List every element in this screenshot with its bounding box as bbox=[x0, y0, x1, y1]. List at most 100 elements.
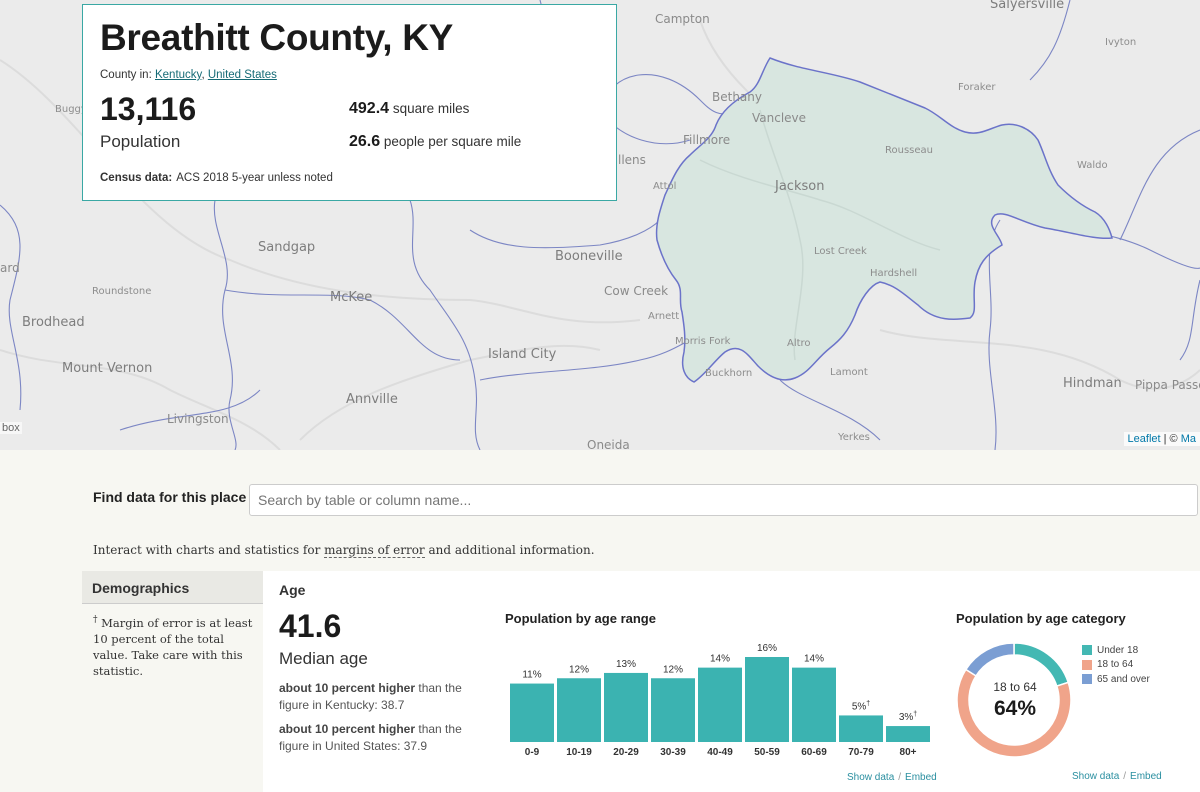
bar-value-label: 13% bbox=[616, 659, 636, 670]
search-input[interactable] bbox=[249, 484, 1198, 516]
section-heading: Demographics bbox=[92, 580, 190, 596]
bar-50-59[interactable] bbox=[745, 657, 789, 742]
bar-category-label: 40-49 bbox=[707, 747, 733, 758]
comparison-kentucky-bold: about 10 percent higher bbox=[279, 681, 416, 695]
county-outline bbox=[655, 57, 1113, 383]
map-edge-text: box bbox=[0, 422, 22, 434]
section-nav-demographics[interactable]: Demographics bbox=[82, 571, 263, 604]
comma: , bbox=[201, 69, 208, 81]
show-data-link[interactable]: Show data bbox=[847, 772, 895, 783]
population-value: 13,116 bbox=[100, 91, 197, 127]
embed-link[interactable]: Embed bbox=[905, 772, 937, 783]
bar-40-49[interactable] bbox=[698, 667, 742, 742]
map-place-label: Buckhorn bbox=[705, 368, 753, 379]
density-value: 26.6 bbox=[349, 133, 381, 150]
map-place-label: Lost Creek bbox=[814, 246, 867, 257]
bar-0-9[interactable] bbox=[510, 683, 554, 742]
map-place-label: Annville bbox=[346, 392, 398, 407]
leaflet-link[interactable]: Leaflet bbox=[1127, 433, 1161, 445]
attribution-separator: | © bbox=[1160, 433, 1181, 445]
show-data-link[interactable]: Show data bbox=[1072, 771, 1120, 782]
margins-of-error-link[interactable]: margins of error bbox=[324, 543, 425, 558]
map-place-label: Ivyton bbox=[1105, 37, 1137, 48]
map-place-label: Arnett bbox=[648, 311, 680, 322]
map-place-label: Rousseau bbox=[885, 145, 933, 156]
area-value: 492.4 bbox=[349, 100, 390, 117]
map-place-label: Fillmore bbox=[683, 133, 731, 147]
bar-category-label: 70-79 bbox=[848, 747, 874, 758]
area-label: square miles bbox=[392, 101, 470, 116]
comparison-kentucky: about 10 percent higher than the figure … bbox=[279, 680, 479, 714]
bar-category-label: 10-19 bbox=[566, 747, 592, 758]
bar-80+[interactable] bbox=[886, 726, 930, 742]
donut-center-value: 64% bbox=[993, 697, 1037, 720]
age-category-donut-chart bbox=[956, 642, 1072, 758]
map-place-label: Pippa Passes bbox=[1135, 378, 1200, 392]
map-place-label: Waldo bbox=[1077, 160, 1108, 171]
population-label: Population bbox=[100, 132, 181, 151]
median-age-label: Median age bbox=[279, 649, 368, 668]
find-data-label: Find data for this place bbox=[93, 489, 247, 505]
census-value: ACS 2018 5-year unless noted bbox=[176, 172, 333, 184]
legend-swatch bbox=[1082, 659, 1092, 670]
legend-label: Under 18 bbox=[1097, 644, 1139, 656]
map-place-label: Bethany bbox=[712, 90, 762, 104]
map-place-label: Jackson bbox=[775, 179, 825, 194]
legend-swatch bbox=[1082, 674, 1092, 685]
legend-item: 18 to 64 bbox=[1082, 658, 1150, 673]
map-place-label: llens bbox=[618, 153, 646, 167]
bar-value-label: 3%† bbox=[899, 711, 917, 723]
bar-value-label: 14% bbox=[710, 654, 730, 665]
donut-center-label: 18 to 64 bbox=[993, 680, 1037, 694]
comparison-us-bold: about 10 percent higher bbox=[279, 722, 416, 736]
map-place-label: Buggy bbox=[55, 104, 87, 115]
bar-category-label: 80+ bbox=[900, 747, 917, 758]
bar-30-39[interactable] bbox=[651, 678, 695, 742]
map-place-label: Foraker bbox=[958, 82, 996, 93]
density-stat: 26.6 people per square mile bbox=[349, 133, 521, 151]
map-place-label: McKee bbox=[330, 290, 373, 305]
comparison-us: about 10 percent higher than the figure … bbox=[279, 721, 479, 755]
map-place-label: Vancleve bbox=[752, 111, 807, 125]
legend-swatch bbox=[1082, 645, 1092, 656]
mapbox-link[interactable]: Ma bbox=[1180, 433, 1196, 445]
country-link[interactable]: United States bbox=[207, 69, 277, 81]
page-title: Breathitt County, KY bbox=[100, 17, 454, 58]
legend-label: 18 to 64 bbox=[1097, 659, 1134, 671]
demographics-panel: Age 41.6 Median age about 10 percent hig… bbox=[263, 571, 1200, 792]
map-boundaries bbox=[0, 0, 1200, 450]
donut-slice-65-and-over[interactable] bbox=[964, 642, 1015, 677]
donut-chart-links: Show data / Embed bbox=[1072, 771, 1162, 782]
donut-legend: Under 18 18 to 64 65 and over bbox=[1082, 643, 1150, 687]
census-label: Census data: bbox=[100, 172, 173, 184]
moe-note-text: Margin of error is at least 10 percent o… bbox=[93, 615, 253, 678]
map-place-label: Oneida bbox=[587, 438, 630, 450]
map-place-label: Livingston bbox=[167, 412, 229, 426]
bar-value-label: 14% bbox=[804, 654, 824, 665]
map-place-label: ard bbox=[0, 261, 20, 275]
bar-70-79[interactable] bbox=[839, 715, 883, 742]
map-attribution: Leaflet | © Ma bbox=[1123, 432, 1200, 446]
comparison-kentucky-rest: than the figure in Kentucky: 38.7 bbox=[279, 681, 462, 712]
age-range-bar-chart: 11% 0-9 12% 10-19 13% 20-29 12% 30-39 14% 40-49 16… bbox=[510, 643, 930, 758]
map-place-label: Altro bbox=[787, 338, 811, 349]
bar-category-label: 0-9 bbox=[525, 747, 540, 758]
age-section-title: Age bbox=[279, 582, 306, 598]
bar-value-label: 16% bbox=[757, 643, 777, 654]
age-range-chart-title: Population by age range bbox=[505, 611, 656, 626]
median-age-value: 41.6 bbox=[279, 608, 342, 644]
bar-category-label: 20-29 bbox=[613, 747, 639, 758]
bar-category-label: 60-69 bbox=[801, 747, 827, 758]
bar-category-label: 30-39 bbox=[660, 747, 686, 758]
bar-60-69[interactable] bbox=[792, 667, 836, 742]
age-category-chart-title: Population by age category bbox=[956, 611, 1126, 626]
bar-10-19[interactable] bbox=[557, 678, 601, 742]
link-separator: / bbox=[1123, 771, 1127, 782]
state-link[interactable]: Kentucky bbox=[154, 69, 202, 81]
census-note: Census data: ACS 2018 5-year unless noted bbox=[100, 172, 333, 184]
bar-20-29[interactable] bbox=[604, 672, 648, 742]
bar-value-label: 12% bbox=[663, 664, 683, 675]
map-place-label: Campton bbox=[655, 12, 710, 26]
embed-link[interactable]: Embed bbox=[1130, 771, 1162, 782]
map-place-label: Hindman bbox=[1063, 376, 1122, 391]
